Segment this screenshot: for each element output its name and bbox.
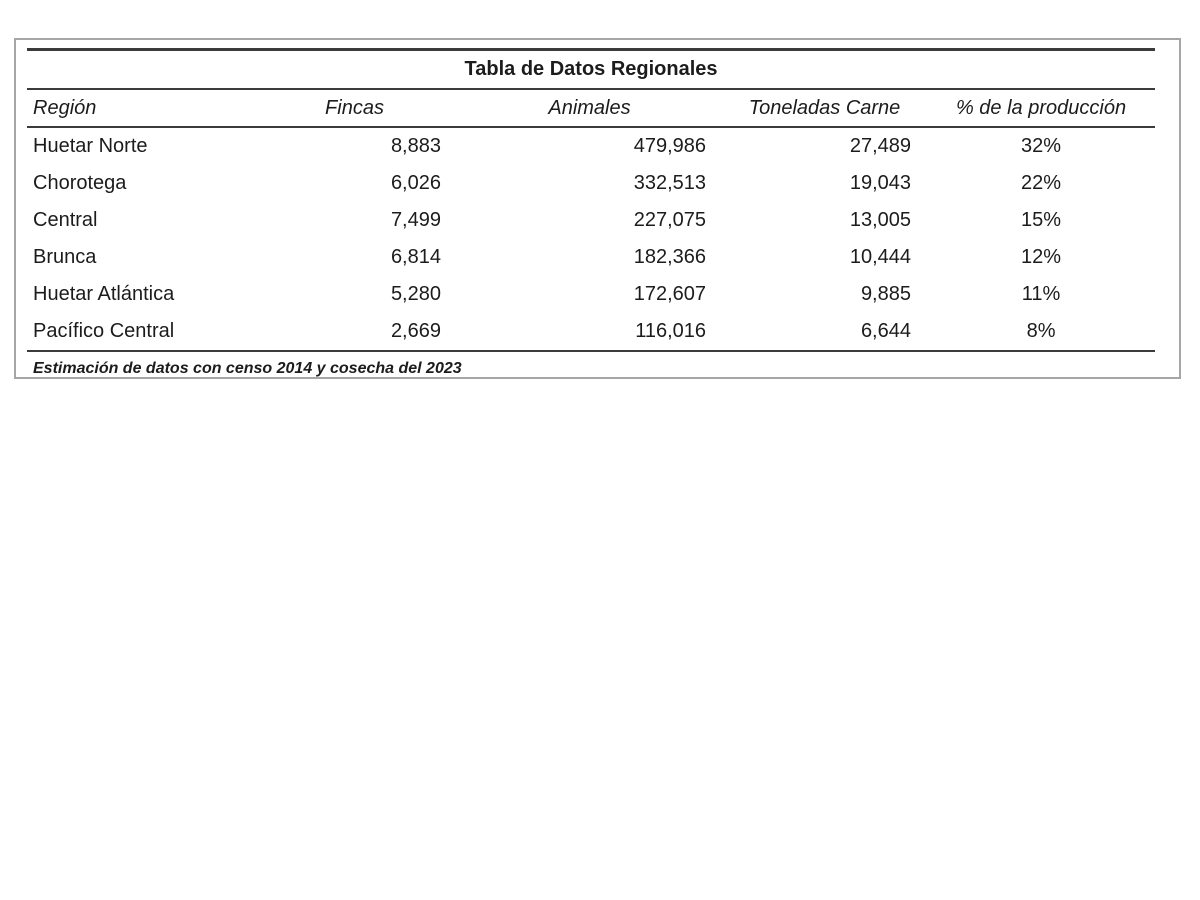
column-header-fincas: Fincas [252,89,457,128]
table-footnote: Estimación de datos con censo 2014 y cos… [33,360,462,377]
cell-fincas: 7,499 [390,209,441,231]
cell-fincas: 2,669 [252,313,457,352]
cell-animales: 182,366 [633,246,706,268]
cell-pct: 22% [1021,172,1062,194]
cell-pct: 8% [927,313,1156,352]
cell-pct: 11% [1021,283,1061,305]
cell-toneladas: 9,885 [860,283,911,305]
cell-region: Huetar Atlántica [33,283,175,305]
cell-animales: 172,607 [633,283,706,305]
table-title: Tabla de Datos Regionales [27,48,1156,90]
regional-data-table: Tabla de Datos Regionales Región Fincas … [27,48,1156,386]
table-row: Central 7,499 227,075 13,005 15% [27,202,1155,239]
cell-fincas: 6,026 [390,172,441,194]
cell-region: Huetar Norte [33,135,148,157]
cell-fincas: 8,883 [390,135,441,157]
column-header-region: Región [27,89,252,128]
cell-region: Chorotega [33,172,127,194]
cell-toneladas: 27,489 [849,135,911,157]
cell-pct: 32% [1021,135,1062,157]
table-row: Huetar Atlántica 5,280 172,607 9,885 11% [27,276,1155,313]
table-row: Huetar Norte 8,883 479,986 27,489 32% [27,127,1155,165]
cell-toneladas: 13,005 [849,209,911,231]
cell-region: Central [33,209,98,231]
cell-region: Brunca [33,246,97,268]
cell-animales: 227,075 [633,209,706,231]
column-header-animales: Animales [457,89,722,128]
column-header-pct-produccion: % de la producción [927,89,1156,128]
cell-animales: 116,016 [457,313,722,352]
cell-region: Pacífico Central [27,313,252,352]
cell-pct: 15% [1021,209,1062,231]
cell-fincas: 5,280 [390,283,441,305]
table-row: Brunca 6,814 182,366 10,444 12% [27,239,1155,276]
cell-animales: 479,986 [633,135,706,157]
table-title-row: Tabla de Datos Regionales [27,48,1156,90]
table-header-row: Región Fincas Animales Toneladas Carne %… [27,89,1156,128]
table-row: Chorotega 6,026 332,513 19,043 22% [27,165,1155,202]
cell-toneladas: 10,444 [849,246,911,268]
column-header-toneladas-carne: Toneladas Carne [722,89,927,128]
cell-animales: 332,513 [633,172,706,194]
table-row: Pacífico Central 2,669 116,016 6,644 8% [27,313,1156,352]
cell-pct: 12% [1021,246,1062,268]
cell-toneladas: 19,043 [849,172,911,194]
table-frame: Tabla de Datos Regionales Región Fincas … [14,38,1181,379]
cell-toneladas: 6,644 [722,313,927,352]
table-footnote-row: Estimación de datos con censo 2014 y cos… [27,351,1155,386]
cell-fincas: 6,814 [390,246,441,268]
